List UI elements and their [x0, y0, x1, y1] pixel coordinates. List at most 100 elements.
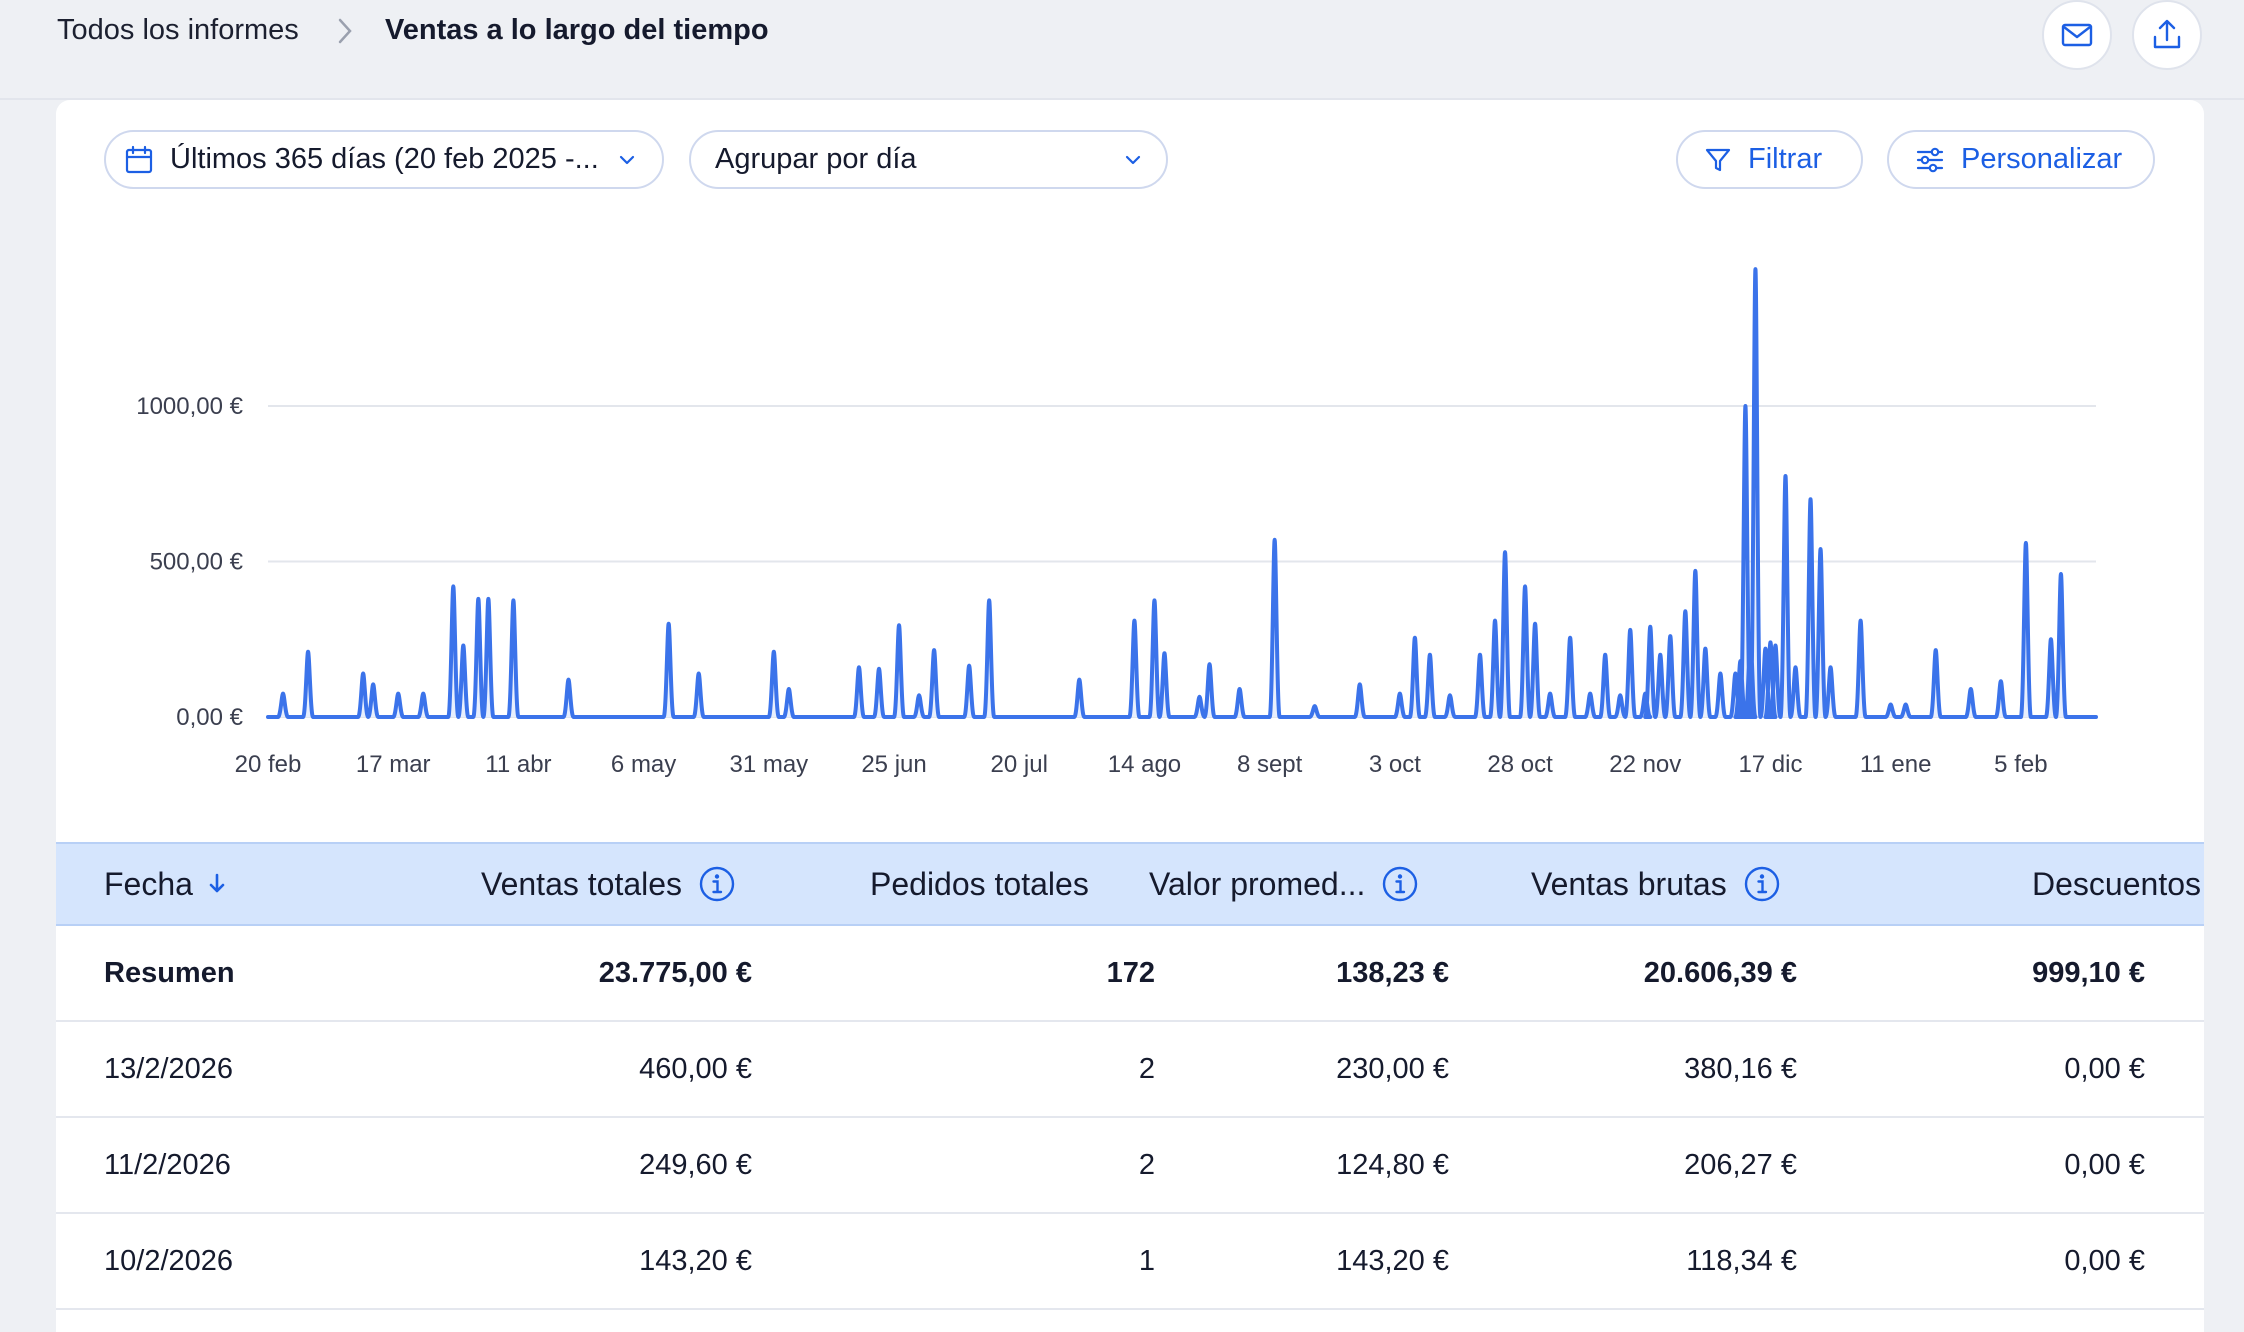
data-point[interactable] [2048, 636, 2054, 642]
data-point[interactable] [420, 691, 426, 697]
data-point[interactable] [1587, 691, 1593, 697]
table-row[interactable]: 11/2/2026 249,60 € 2 124,80 € 206,27 € 0… [56, 1118, 2204, 1214]
data-point[interactable] [1682, 608, 1688, 614]
data-point[interactable] [1397, 691, 1403, 697]
data-point[interactable] [1808, 496, 1814, 502]
data-point[interactable] [1492, 618, 1498, 624]
data-point[interactable] [1272, 537, 1278, 543]
data-point[interactable] [1477, 652, 1483, 658]
email-report-button[interactable] [2042, 0, 2112, 70]
column-header-average-value[interactable]: Valor promed... [1149, 844, 1419, 924]
filter-button[interactable]: Filtrar [1676, 130, 1863, 189]
data-point[interactable] [1161, 650, 1167, 656]
y-tick-label: 1000,00 € [136, 393, 243, 420]
group-by-label: Agrupar por día [715, 143, 917, 175]
data-point[interactable] [931, 647, 937, 653]
info-icon[interactable] [1743, 865, 1781, 903]
data-point[interactable] [1532, 621, 1538, 627]
data-point[interactable] [1627, 627, 1633, 633]
data-point[interactable] [786, 686, 792, 692]
data-point[interactable] [1647, 624, 1653, 630]
data-point[interactable] [395, 691, 401, 697]
data-point[interactable] [916, 692, 922, 698]
data-point[interactable] [1858, 618, 1864, 624]
column-header-gross-sales[interactable]: Ventas brutas [1531, 844, 1781, 924]
table-row[interactable]: 13/2/2026 460,00 € 2 230,00 € 380,16 € 0… [56, 1022, 2204, 1118]
info-icon[interactable] [1381, 865, 1419, 903]
column-header-total-orders[interactable]: Pedidos totales [870, 844, 1089, 924]
data-point[interactable] [771, 649, 777, 655]
data-point[interactable] [1151, 597, 1157, 603]
breadcrumb-root-link[interactable]: Todos los informes [57, 14, 299, 46]
data-point[interactable] [1642, 691, 1648, 697]
data-point[interactable] [370, 681, 376, 687]
data-point[interactable] [2023, 540, 2029, 546]
data-point[interactable] [1968, 686, 1974, 692]
data-point[interactable] [1312, 703, 1318, 709]
data-point[interactable] [565, 677, 571, 683]
data-point[interactable] [1357, 681, 1363, 687]
data-point[interactable] [876, 666, 882, 672]
data-point[interactable] [1502, 549, 1508, 555]
data-point[interactable] [305, 649, 311, 655]
data-point[interactable] [2058, 571, 2064, 577]
column-header-discounts[interactable]: Descuentos [1966, 844, 2201, 924]
data-point[interactable] [696, 670, 702, 676]
data-point[interactable] [1522, 583, 1528, 589]
data-point[interactable] [1076, 677, 1082, 683]
customize-button[interactable]: Personalizar [1887, 130, 2155, 189]
data-point[interactable] [856, 664, 862, 670]
data-point[interactable] [510, 597, 516, 603]
data-point[interactable] [1782, 473, 1788, 479]
data-point[interactable] [1818, 546, 1824, 552]
data-point[interactable] [1692, 568, 1698, 574]
data-point[interactable] [986, 597, 992, 603]
data-point[interactable] [1793, 664, 1799, 670]
data-point[interactable] [1237, 686, 1243, 692]
data-point[interactable] [1752, 266, 1758, 272]
data-point[interactable] [1447, 692, 1453, 698]
data-point[interactable] [1772, 642, 1778, 648]
data-point[interactable] [1732, 670, 1738, 676]
data-point[interactable] [1547, 691, 1553, 697]
table-row[interactable]: 10/2/2026 143,20 € 1 143,20 € 118,34 € 0… [56, 1214, 2204, 1310]
data-point[interactable] [1828, 664, 1834, 670]
date-range-dropdown[interactable]: Últimos 365 días (20 feb 2025 -... [104, 130, 664, 189]
data-point[interactable] [1717, 670, 1723, 676]
column-header-date[interactable]: Fecha [104, 844, 227, 924]
data-point[interactable] [1657, 652, 1663, 658]
data-point[interactable] [485, 596, 491, 602]
data-point[interactable] [1131, 618, 1137, 624]
data-point[interactable] [1617, 692, 1623, 698]
data-point[interactable] [1742, 403, 1748, 409]
data-point[interactable] [460, 642, 466, 648]
data-point[interactable] [1207, 661, 1213, 667]
data-point[interactable] [666, 621, 672, 627]
data-point[interactable] [1747, 633, 1753, 639]
export-button[interactable] [2132, 0, 2202, 70]
data-point[interactable] [1567, 635, 1573, 641]
data-point[interactable] [1998, 678, 2004, 684]
column-header-total-sales[interactable]: Ventas totales [481, 844, 736, 924]
data-point[interactable] [1412, 635, 1418, 641]
group-by-dropdown[interactable]: Agrupar por día [689, 130, 1168, 189]
data-point[interactable] [1602, 652, 1608, 658]
data-point[interactable] [1933, 647, 1939, 653]
data-point[interactable] [1427, 652, 1433, 658]
data-point[interactable] [1702, 646, 1708, 652]
summary-discounts: 999,10 € [2032, 956, 2145, 989]
data-point[interactable] [1767, 639, 1773, 645]
data-point[interactable] [1762, 646, 1768, 652]
info-icon[interactable] [698, 865, 736, 903]
data-point[interactable] [1888, 702, 1894, 708]
data-point[interactable] [450, 583, 456, 589]
data-point[interactable] [280, 691, 286, 697]
data-point[interactable] [1197, 694, 1203, 700]
data-point[interactable] [966, 663, 972, 669]
data-point[interactable] [1667, 633, 1673, 639]
data-point[interactable] [475, 596, 481, 602]
data-point[interactable] [896, 622, 902, 628]
data-point[interactable] [360, 670, 366, 676]
data-point[interactable] [1737, 658, 1743, 664]
data-point[interactable] [1903, 702, 1909, 708]
